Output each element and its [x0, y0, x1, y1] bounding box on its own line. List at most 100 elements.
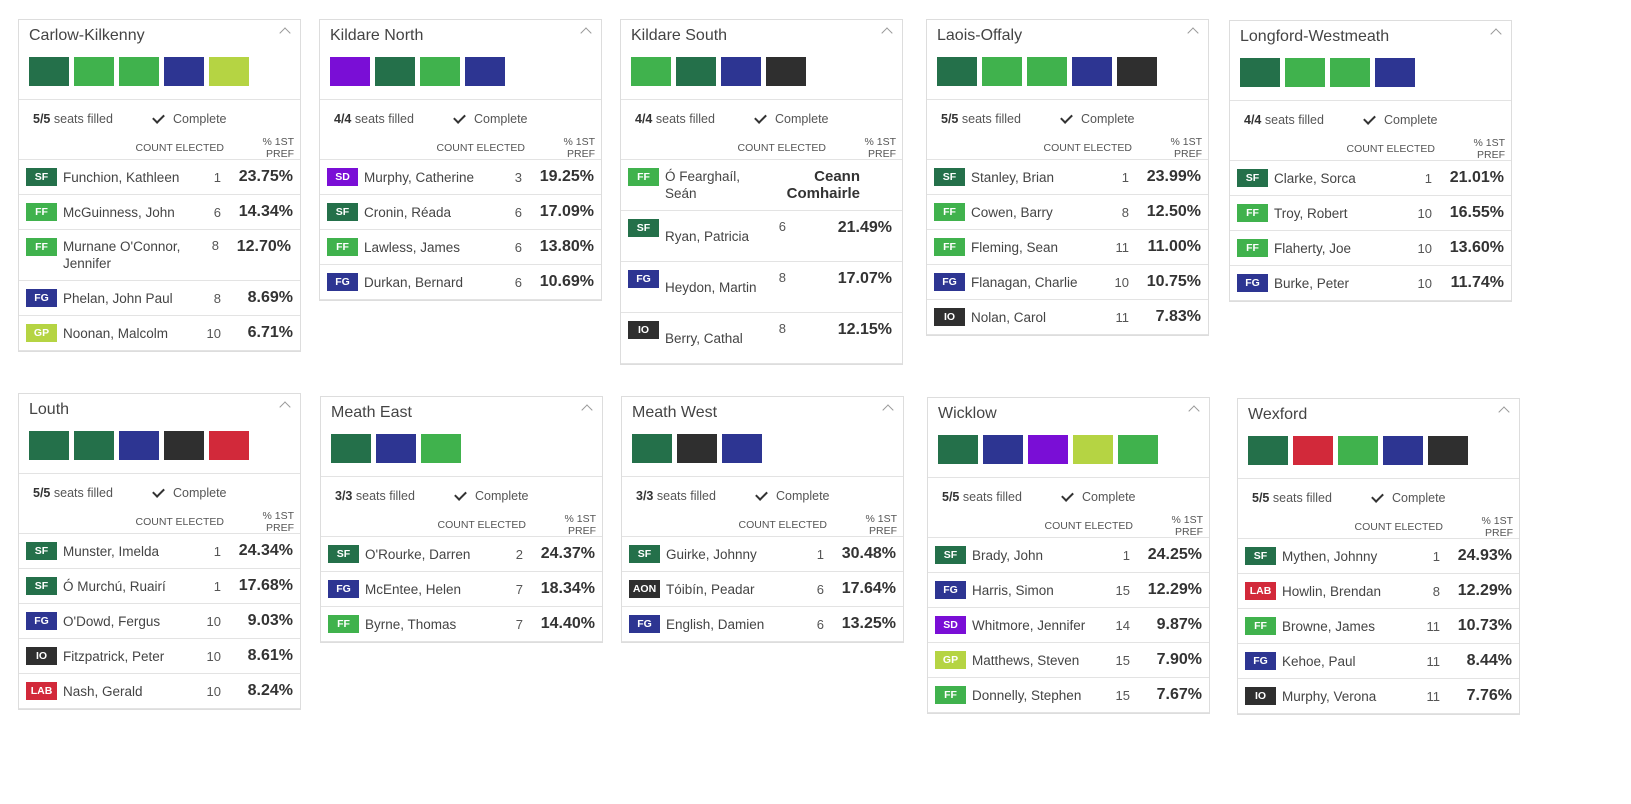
collapse-chevron-icon[interactable] [278, 398, 290, 410]
candidate-row[interactable]: FG Heydon, Martin 8 17.07% [621, 262, 902, 313]
seat-swatch [677, 434, 717, 463]
first-pref-percent: 6.71% [247, 324, 293, 341]
candidate-name: Fleming, Sean [971, 239, 1059, 255]
candidate-row[interactable]: FG Flanagan, Charlie 10 10.75% [927, 265, 1208, 300]
candidate-row[interactable]: GP Matthews, Steven 15 7.90% [928, 643, 1209, 678]
complete-status: Complete [1082, 489, 1136, 504]
collapse-chevron-icon[interactable] [1489, 25, 1501, 37]
count-elected: 1 [1121, 169, 1129, 185]
count-elected: 15 [1115, 652, 1130, 668]
candidate-name: O'Rourke, Darren [365, 546, 471, 562]
candidate-row[interactable]: SF Munster, Imelda 1 24.34% [19, 534, 300, 569]
count-elected: 7 [515, 581, 523, 597]
collapse-chevron-icon[interactable] [1497, 403, 1509, 415]
candidate-row[interactable]: LAB Nash, Gerald 10 8.24% [19, 674, 300, 709]
candidate-row[interactable]: IO Berry, Cathal 8 12.15% [621, 313, 902, 364]
candidate-row[interactable]: FG Durkan, Bernard 6 10.69% [320, 265, 601, 300]
candidate-row[interactable]: FG McEntee, Helen 7 18.34% [321, 572, 602, 607]
candidate-row[interactable]: FF Browne, James 11 10.73% [1238, 609, 1519, 644]
collapse-chevron-icon[interactable] [881, 401, 893, 413]
card-header: Meath East [321, 397, 602, 477]
collapse-chevron-icon[interactable] [1186, 24, 1198, 36]
candidate-name: Funchion, Kathleen [63, 169, 180, 185]
seat-swatch [1240, 58, 1280, 87]
seat-swatch [119, 431, 159, 460]
candidate-row[interactable]: SF Funchion, Kathleen 1 23.75% [19, 160, 300, 195]
candidate-name: Lawless, James [364, 239, 461, 255]
collapse-chevron-icon[interactable] [880, 24, 892, 36]
candidate-row[interactable]: FF Byrne, Thomas 7 14.40% [321, 607, 602, 642]
party-badge: SF [934, 168, 965, 186]
party-badge: AON [629, 580, 660, 598]
candidate-row[interactable]: FF Lawless, James 6 13.80% [320, 230, 601, 265]
candidate-row[interactable]: SF Brady, John 1 24.25% [928, 538, 1209, 573]
candidate-row[interactable]: SF Ó Murchú, Ruairí 1 17.68% [19, 569, 300, 604]
first-pref-percent: 24.34% [238, 542, 293, 559]
count-elected-header: COUNT ELECTED [737, 142, 827, 154]
count-elected: 1 [816, 546, 824, 562]
candidate-row[interactable]: FF Donnelly, Stephen 15 7.67% [928, 678, 1209, 713]
candidate-row[interactable]: SF Ryan, Patricia 6 21.49% [621, 211, 902, 262]
candidate-row[interactable]: FF McGuinness, John 6 14.34% [19, 195, 300, 230]
candidate-row[interactable]: FG Kehoe, Paul 11 8.44% [1238, 644, 1519, 679]
candidate-row[interactable]: SF Guirke, Johnny 1 30.48% [622, 537, 903, 572]
candidate-row[interactable]: SD Murphy, Catherine 3 19.25% [320, 160, 601, 195]
candidate-row[interactable]: FG Harris, Simon 15 12.29% [928, 573, 1209, 608]
collapse-chevron-icon[interactable] [278, 24, 290, 36]
candidate-row[interactable]: FF Ó Fearghaíl, Seán Ceann Comhairle [621, 160, 902, 211]
party-badge: SF [1245, 547, 1276, 565]
candidate-row[interactable]: IO Murphy, Verona 11 7.76% [1238, 679, 1519, 714]
candidate-row[interactable]: FF Murnane O'Connor, Jennifer 8 12.70% [19, 230, 300, 281]
complete-status: Complete [173, 111, 227, 126]
collapse-chevron-icon[interactable] [580, 401, 592, 413]
seat-swatch [209, 431, 249, 460]
candidate-row[interactable]: FF Cowen, Barry 8 12.50% [927, 195, 1208, 230]
seat-swatch [420, 57, 460, 86]
candidate-name: Whitmore, Jennifer [972, 617, 1086, 633]
candidate-row[interactable]: SF Cronin, Réada 6 17.09% [320, 195, 601, 230]
complete-status: Complete [173, 485, 227, 500]
candidate-name: Cronin, Réada [364, 204, 452, 220]
candidate-row[interactable]: SD Whitmore, Jennifer 14 9.87% [928, 608, 1209, 643]
seat-status: 3/3 seats filled Complete [622, 477, 903, 514]
candidate-row[interactable]: FG English, Damien 6 13.25% [622, 607, 903, 642]
constituency-card-kildare-north: Kildare North 4/4 seats filled Complete COU… [319, 19, 602, 301]
collapse-chevron-icon[interactable] [1187, 402, 1199, 414]
candidate-name: Tóibín, Peadar [666, 581, 755, 597]
seats-filled-count: 4/4 [635, 111, 653, 126]
candidate-name: Troy, Robert [1274, 205, 1348, 221]
candidate-row[interactable]: IO Nolan, Carol 11 7.83% [927, 300, 1208, 335]
checkmark-icon [1363, 111, 1376, 125]
candidate-row[interactable]: GP Noonan, Malcolm 10 6.71% [19, 316, 300, 351]
candidate-name: Murphy, Catherine [364, 169, 475, 185]
candidate-row[interactable]: FG O'Dowd, Fergus 10 9.03% [19, 604, 300, 639]
candidate-row[interactable]: LAB Howlin, Brendan 8 12.29% [1238, 574, 1519, 609]
seats-filled-count: 4/4 [334, 111, 352, 126]
candidate-row[interactable]: FF Fleming, Sean 11 11.00% [927, 230, 1208, 265]
candidate-row[interactable]: FF Troy, Robert 10 16.55% [1230, 196, 1511, 231]
seat-swatch [209, 57, 249, 86]
seat-swatch [74, 57, 114, 86]
seats-filled: 4/4 seats filled [334, 112, 454, 126]
candidate-row[interactable]: FF Flaherty, Joe 10 13.60% [1230, 231, 1511, 266]
candidate-row[interactable]: SF Mythen, Johnny 1 24.93% [1238, 539, 1519, 574]
collapse-chevron-icon[interactable] [579, 24, 591, 36]
party-badge: FF [935, 686, 966, 704]
first-pref-percent: 17.07% [837, 270, 892, 287]
candidate-row[interactable]: FG Phelan, John Paul 8 8.69% [19, 281, 300, 316]
seats-filled-label: seats filled [53, 485, 113, 500]
candidate-row[interactable]: AON Tóibín, Peadar 6 17.64% [622, 572, 903, 607]
party-badge: FG [1237, 274, 1268, 292]
constituency-title: Laois-Offaly [937, 27, 1023, 44]
candidate-row[interactable]: SF O'Rourke, Darren 2 24.37% [321, 537, 602, 572]
candidate-row[interactable]: SF Clarke, Sorca 1 21.01% [1230, 161, 1511, 196]
candidate-row[interactable]: IO Fitzpatrick, Peter 10 8.61% [19, 639, 300, 674]
candidate-row[interactable]: FG Burke, Peter 10 11.74% [1230, 266, 1511, 301]
candidate-row[interactable]: SF Stanley, Brian 1 23.99% [927, 160, 1208, 195]
ceann-comhairle-label: Ceann Comhairle [786, 168, 860, 202]
seats-filled-count: 4/4 [1244, 112, 1262, 127]
first-pref-percent: 7.67% [1156, 686, 1202, 703]
first-pref-percent: 14.40% [540, 615, 595, 632]
first-pref-percent: 12.29% [1147, 581, 1202, 598]
count-elected: 10 [206, 613, 221, 629]
